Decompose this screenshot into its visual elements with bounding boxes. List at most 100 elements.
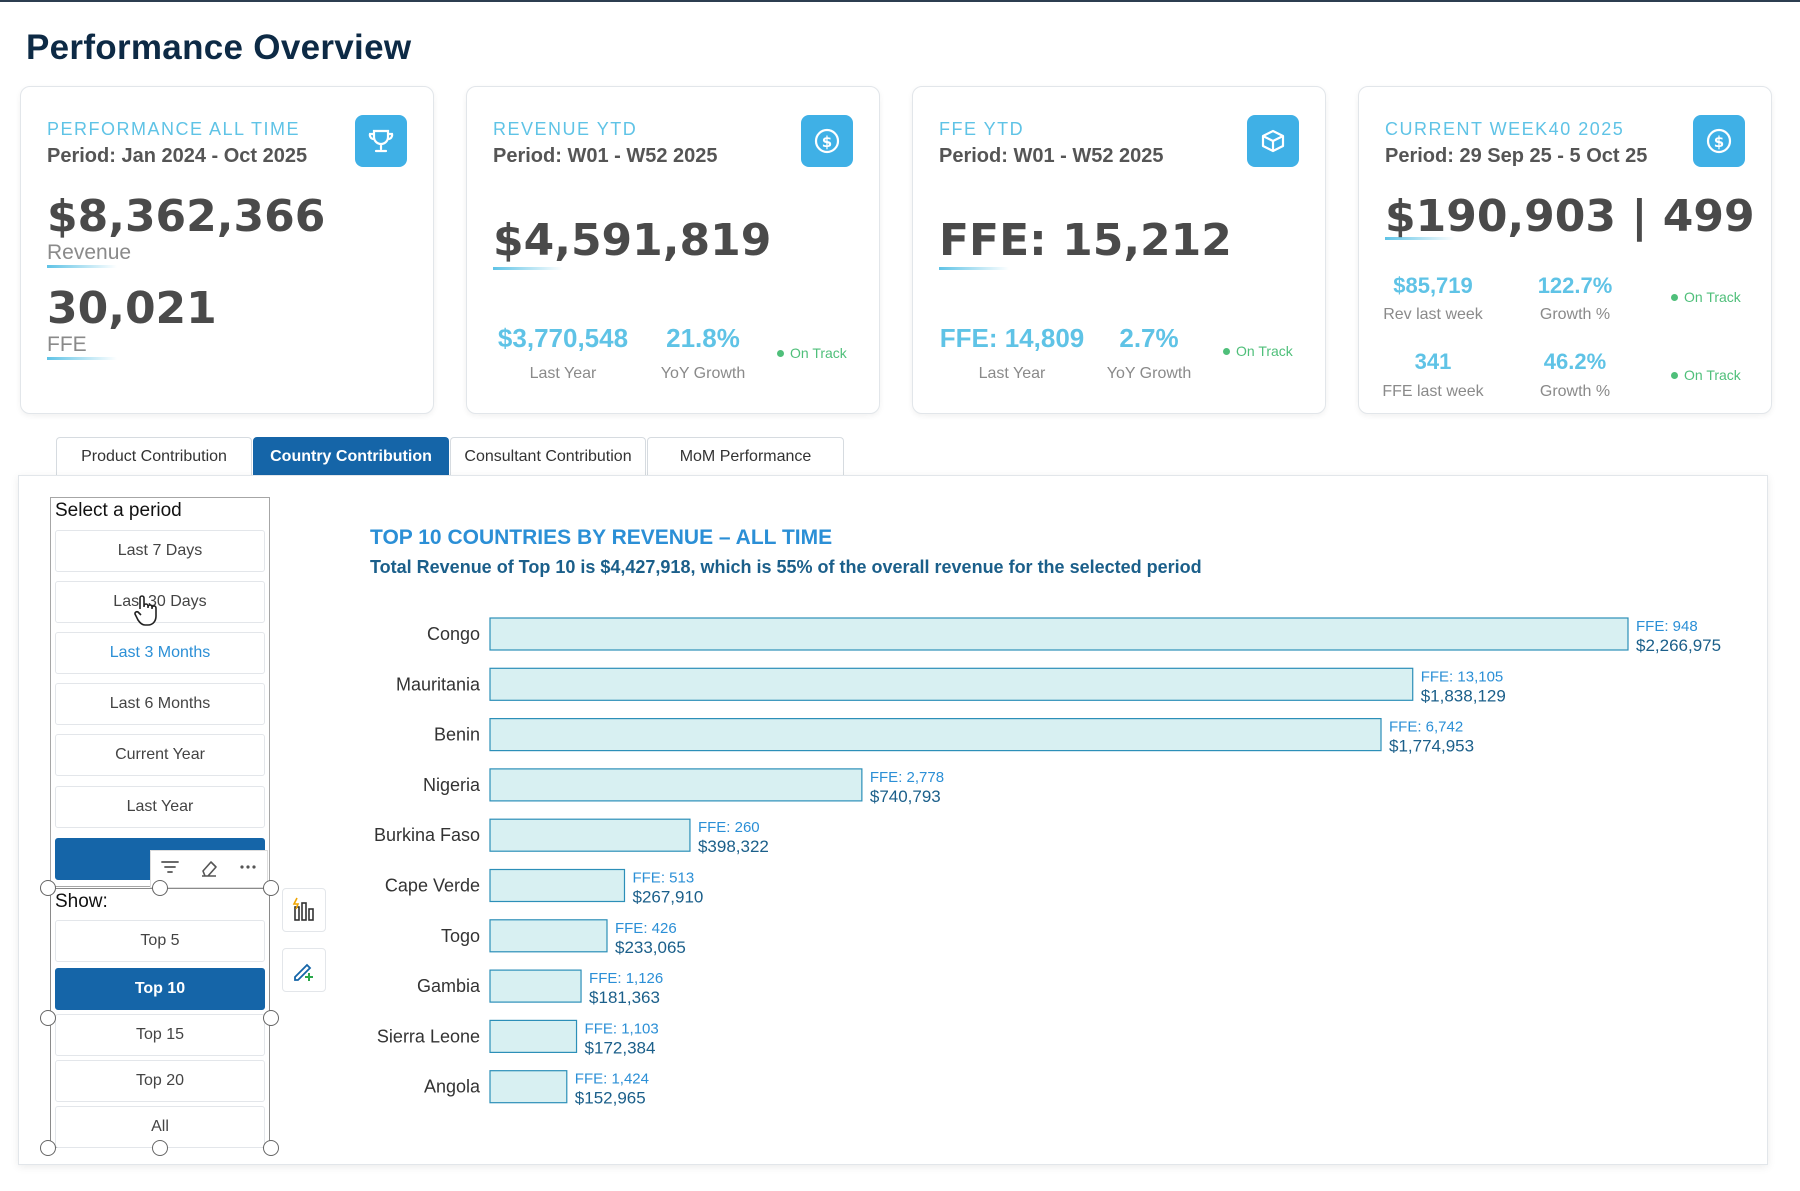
tab-consultant-contribution[interactable]: Consultant Contribution (450, 437, 646, 475)
hand-cursor-icon (131, 593, 161, 632)
resize-handle[interactable] (152, 880, 168, 896)
underline (47, 357, 117, 360)
revenue-bar[interactable] (489, 818, 691, 852)
category-label: Benin (434, 725, 480, 745)
dollar-icon: $ (801, 115, 853, 167)
underline (1385, 237, 1455, 240)
ffe-growth-label: Growth % (1539, 383, 1611, 400)
ffe-data-label: FFE: 1,126 (589, 970, 663, 987)
status-badge: On Track (777, 345, 847, 361)
period-current-year[interactable]: Current Year (55, 734, 265, 776)
box-icon (1247, 115, 1299, 167)
card-period: Period: W01 - W52 2025 (939, 145, 1164, 167)
top-border (0, 0, 1800, 2)
revenue-data-label: $398,322 (698, 837, 769, 856)
period-last-6-months[interactable]: Last 6 Months (55, 683, 265, 725)
show-top-20[interactable]: Top 20 (55, 1060, 265, 1102)
revenue-bar[interactable] (489, 919, 608, 953)
revenue-bar[interactable] (489, 1070, 568, 1104)
period-slicer-title: Select a period (55, 500, 182, 521)
revenue-data-label: $172,384 (585, 1038, 656, 1057)
visual-header-toolbar (150, 850, 268, 888)
ffe-label: FFE (47, 333, 87, 356)
category-label: Mauritania (396, 674, 481, 694)
resize-handle[interactable] (263, 1010, 279, 1026)
format-visual-icon[interactable] (282, 888, 326, 932)
revenue-yoy-growth: 21.8% (666, 323, 740, 353)
resize-handle[interactable] (263, 1140, 279, 1156)
ffe-data-label: FFE: 1,424 (575, 1071, 649, 1088)
card-label: FFE YTD (939, 119, 1025, 139)
revenue-bar[interactable] (489, 667, 1414, 701)
card-period: Period: Jan 2024 - Oct 2025 (47, 145, 308, 167)
show-top-15[interactable]: Top 15 (55, 1014, 265, 1056)
show-top-5[interactable]: Top 5 (55, 920, 265, 962)
revenue-data-label: $740,793 (870, 787, 941, 806)
current-week-value: $190,903 | 499 (1385, 191, 1755, 242)
category-label: Cape Verde (385, 876, 480, 896)
period-last-year[interactable]: Last Year (55, 786, 265, 828)
eraser-icon[interactable] (198, 856, 220, 883)
resize-handle[interactable] (263, 880, 279, 896)
svg-text:$: $ (822, 133, 832, 151)
revenue-data-label: $267,910 (632, 888, 703, 907)
period-last-7-days[interactable]: Last 7 Days (55, 530, 265, 572)
card-label: CURRENT WEEK40 2025 (1385, 119, 1625, 139)
tab-mom-performance[interactable]: MoM Performance (647, 437, 844, 475)
card-period: Period: 29 Sep 25 - 5 Oct 25 (1385, 145, 1648, 167)
revenue-bar[interactable] (489, 768, 863, 802)
country-revenue-chart: Congo FFE: 948$2,266,975 Mauritania FFE: 13… (374, 617, 1721, 1108)
filter-icon[interactable] (159, 856, 181, 883)
category-label: Burkina Faso (374, 825, 480, 845)
last-year-label: Last Year (978, 365, 1046, 382)
card-period: Period: W01 - W52 2025 (493, 145, 718, 167)
ffe-data-label: FFE: 1,103 (585, 1020, 659, 1037)
revenue-ytd-value: $4,591,819 (493, 215, 772, 266)
tab-product-contribution[interactable]: Product Contribution (56, 437, 252, 475)
card-ffe-ytd[interactable]: FFE YTD Period: W01 - W52 2025 FFE: 15,2… (912, 86, 1326, 414)
revenue-data-label: $1,838,129 (1421, 686, 1506, 705)
period-last-3-months[interactable]: Last 3 Months (55, 632, 265, 674)
svg-text:$: $ (1714, 133, 1724, 151)
revenue-last-year: $3,770,548 (497, 323, 629, 353)
tab-country-contribution[interactable]: Country Contribution (253, 437, 449, 475)
revenue-bar[interactable] (489, 1019, 578, 1053)
card-revenue-ytd[interactable]: REVENUE YTD Period: W01 - W52 2025 $ $4,… (466, 86, 880, 414)
status-badge: On Track (1671, 367, 1741, 383)
rev-growth-label: Growth % (1539, 306, 1611, 323)
category-label: Nigeria (423, 775, 481, 795)
trophy-icon (355, 115, 407, 167)
resize-handle[interactable] (40, 1140, 56, 1156)
dollar-icon: $ (1693, 115, 1745, 167)
ffe-last-week: 341 (1414, 349, 1452, 374)
page-title: Performance Overview (26, 28, 412, 67)
ffe-data-label: FFE: 426 (615, 920, 677, 937)
chart-subtitle: Total Revenue of Top 10 is $4,427,918, w… (370, 557, 1202, 577)
resize-handle[interactable] (152, 1140, 168, 1156)
rev-growth: 122.7% (1537, 273, 1613, 298)
country-contribution-panel (18, 475, 1768, 1165)
card-current-week[interactable]: CURRENT WEEK40 2025 Period: 29 Sep 25 - … (1358, 86, 1772, 414)
category-label: Sierra Leone (377, 1026, 480, 1046)
ffe-data-label: FFE: 13,105 (1421, 668, 1504, 685)
more-options-icon[interactable] (237, 856, 259, 883)
ffe-yoy-growth: 2.7% (1119, 323, 1179, 353)
rev-last-week-label: Rev last week (1383, 306, 1483, 323)
yoy-growth-label: YoY Growth (1106, 365, 1192, 382)
show-slicer-title: Show: (55, 891, 108, 912)
revenue-bar[interactable] (489, 969, 582, 1003)
yoy-growth-label: YoY Growth (660, 365, 746, 382)
card-label: PERFORMANCE ALL TIME (47, 119, 301, 139)
resize-handle[interactable] (40, 880, 56, 896)
revenue-bar[interactable] (489, 717, 1382, 752)
ffe-last-year: FFE: 14,809 (939, 323, 1085, 353)
last-year-label: Last Year (529, 365, 597, 382)
resize-handle[interactable] (40, 1010, 56, 1026)
add-annotation-icon[interactable] (282, 948, 326, 992)
show-top-10[interactable]: Top 10 (55, 968, 265, 1010)
underline (47, 265, 117, 268)
period-last-30-days[interactable]: Last 30 Days (55, 581, 265, 623)
card-performance-all-time[interactable]: PERFORMANCE ALL TIME Period: Jan 2024 - … (20, 86, 434, 414)
revenue-bar[interactable] (489, 617, 1629, 651)
revenue-bar[interactable] (489, 868, 626, 903)
